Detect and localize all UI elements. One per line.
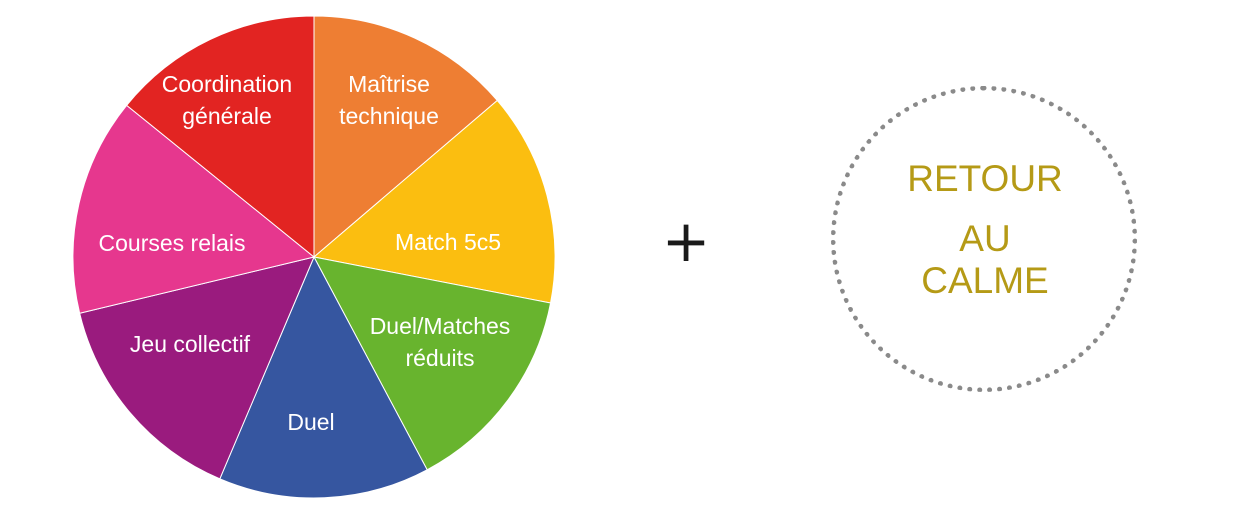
wheel-segment-label: Duel/Matches — [370, 313, 511, 339]
calm-line-retour: RETOUR — [907, 158, 1063, 199]
wheel-segment-4 — [219, 255, 428, 499]
wheel-segment-label: Duel — [287, 409, 334, 435]
calm-line-au: AU — [959, 218, 1011, 259]
wheel-segment-label: Maîtrise — [348, 71, 430, 97]
wheel-segment-label: générale — [182, 103, 272, 129]
plus-sign: + — [661, 207, 711, 275]
wheel-segment-5 — [79, 256, 315, 480]
wheel-segment-6 — [72, 104, 316, 314]
calm-dotted-circle — [831, 86, 1137, 392]
wheel-segment-label: réduits — [405, 345, 474, 371]
wheel-segment-label: Jeu collectif — [130, 331, 251, 357]
wheel-segment-label: technique — [339, 103, 439, 129]
wheel-segment-label: Courses relais — [99, 230, 246, 256]
activity-wheel: Maîtrise technique Match 5c5 Duel/Matches ré… — [72, 15, 556, 499]
wheel-segment-7 — [126, 15, 315, 259]
calm-line-calme: CALME — [921, 260, 1049, 301]
wheel-segment-2 — [312, 99, 556, 304]
wheel-segment-1 — [313, 15, 498, 259]
calm-label: RETOUR AU CALME — [830, 158, 1140, 302]
wheel-segment-3 — [313, 256, 552, 471]
wheel-segment-label: Match 5c5 — [395, 229, 501, 255]
wheel-segment-label: Coordination — [162, 71, 292, 97]
